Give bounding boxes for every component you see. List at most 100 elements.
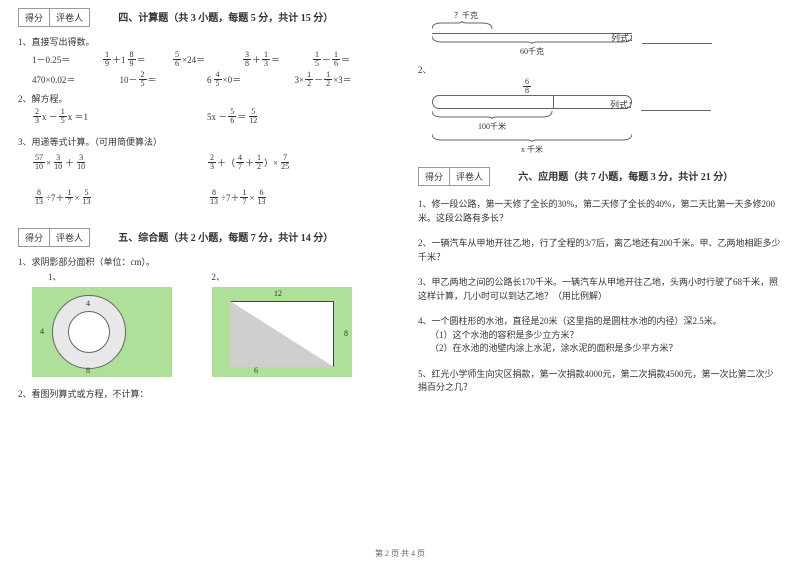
d: 13 (208, 198, 220, 206)
expr: 470×0.02＝ (32, 71, 120, 88)
formula-label: 列式： (611, 31, 712, 44)
d: 2 (255, 163, 263, 171)
d: 5 (59, 117, 67, 125)
sub1: 1、 (48, 270, 62, 283)
q5-2-label: 2、看图列算式或方程，不计算： (18, 387, 382, 400)
answer-blank[interactable] (641, 101, 711, 111)
w: 1 (121, 55, 126, 65)
app-q1: 1、修一段公路，第一天修了全长的30%，第二天修了全长的40%，第二天比第一天多… (418, 198, 782, 225)
q5-1-label: 1、求阴影部分面积（单位：cm）。 (18, 255, 382, 268)
o: ＋（ (217, 156, 235, 169)
p3b: 23 ＋（ 47 ＋ 12 ）× 725 (207, 154, 382, 171)
expr: 1－0.25＝ (32, 51, 102, 68)
figure-row: 4 4 8 12 8 6 (32, 287, 382, 377)
app-q5: 5、红光小学师生向灾区捐款，第一次捐款4000元，第二次捐款4500元，第一次比… (418, 368, 782, 395)
op: ×24＝ (182, 53, 205, 66)
expr: 19 ＋ 189 ＝ (102, 51, 172, 68)
op: － (314, 73, 323, 86)
o: × (46, 158, 51, 168)
d: 3 (262, 60, 270, 68)
score-label: 得分 (19, 9, 50, 26)
op: ＋ (252, 53, 261, 66)
dim-right: 8 (344, 329, 348, 338)
score-box: 得分 评卷人 (418, 167, 490, 186)
d: 5 (214, 80, 222, 88)
m: x － (42, 110, 58, 123)
sublabels: 1、 2、 (48, 270, 382, 283)
o: ÷7＋ (46, 191, 64, 204)
app-q4a: （1）这个水池的容积是多少立方米？ (430, 329, 782, 343)
t: ＝ (148, 73, 157, 86)
q5-2-num: 2、 (418, 63, 782, 76)
app-q4-stem: 4、一个圆柱形的水池，直径是20米（这里指的是圆柱水池的内径）深2.5米。 (418, 315, 782, 329)
o: × (74, 193, 79, 203)
p3a: 5710 × 310 ＋ 310 (32, 154, 207, 171)
calc-row-1: 1－0.25＝ 19 ＋ 189 ＝ 56 ×24＝ 38 ＋ 13 ＝ 15 … (32, 51, 382, 68)
t: ×3＝ (333, 73, 352, 86)
sub2: 2、 (212, 270, 226, 283)
expr: 3× 12 － 12 ×3＝ (295, 71, 383, 88)
w: 6 (207, 75, 212, 85)
d: 9 (128, 60, 136, 68)
score-box: 得分 评卷人 (18, 8, 90, 27)
brace-top-icon (432, 21, 632, 31)
d: 13 (81, 198, 93, 206)
d: 10 (52, 163, 64, 171)
recur-row-2: 813 ÷7＋ 17 × 513 813 ÷7＋ 17 × 613 (32, 189, 382, 206)
inner-circle (68, 311, 110, 353)
dim-bot: 6 (254, 366, 258, 375)
section4-title: 四、计算题（共 3 小题，每题 5 分，共计 15 分） (118, 9, 333, 24)
t: ＝ (137, 53, 146, 66)
op: ＋ (112, 53, 121, 66)
d: 7 (236, 163, 244, 171)
section6-header: 得分 评卷人 六、应用题（共 7 小题，每题 3 分，共计 21 分） (418, 167, 782, 190)
equation-row: 23 x － 15 x ＝1 5x － 56 ＝ 512 (32, 108, 382, 125)
expr: 15 － 16 ＝ (312, 51, 382, 68)
eq-b: 5x － 56 ＝ 512 (207, 108, 382, 125)
d: 9 (103, 60, 111, 68)
expr: 38 ＋ 13 ＝ (242, 51, 312, 68)
app-q3: 3、甲乙两地之间的公路长170千米。一辆汽车从甲地开往乙地，头两小时行驶了68千… (418, 276, 782, 303)
t: ＝ (341, 53, 350, 66)
grader-label: 评卷人 (450, 168, 489, 185)
d: 3 (208, 163, 216, 171)
brace-mid-icon (432, 109, 632, 119)
formula-label: 列式： (610, 98, 711, 111)
section5-title: 五、综合题（共 2 小题，每题 7 分，共计 14 分） (118, 229, 333, 244)
o: ÷7＋ (221, 191, 239, 204)
eq-a: 23 x － 15 x ＝1 (32, 108, 207, 125)
diag2-bottom-label: x 千米 (432, 144, 632, 155)
expr-text: 470×0.02＝ (32, 73, 75, 86)
o: × (249, 193, 254, 203)
d: 12 (247, 117, 259, 125)
figure-2-rect-tri: 12 8 6 (212, 287, 352, 377)
d: 7 (65, 198, 73, 206)
t: ＝ (271, 53, 280, 66)
grader-label: 评卷人 (50, 229, 89, 246)
l: 10－ (120, 73, 138, 86)
d: 3 (33, 117, 41, 125)
section5-header: 得分 评卷人 五、综合题（共 2 小题，每题 7 分，共计 14 分） (18, 228, 382, 251)
fl: 列式： (610, 100, 637, 110)
o: ＋ (245, 156, 254, 169)
p3d: 813 ÷7＋ 17 × 613 (207, 189, 382, 206)
q4-2-label: 2、解方程。 (18, 92, 382, 105)
diag2-top-frac: 68 (522, 78, 712, 95)
app-q4: 4、一个圆柱形的水池，直径是20米（这里指的是圆柱水池的内径）深2.5米。 （1… (418, 315, 782, 356)
segment-line: 列式： (432, 33, 632, 34)
right-column: ？千克 列式： 60千克 2、 68 列式： 100千米 x 千米 得分 评卷人… (400, 0, 800, 565)
t: x ＝1 (68, 110, 88, 123)
d: 6 (173, 60, 181, 68)
answer-blank[interactable] (642, 34, 712, 44)
expr: 645 ×0＝ (207, 71, 295, 88)
fl: 列式： (611, 33, 638, 43)
triangle-shaded (230, 301, 334, 367)
expr: 56 ×24＝ (172, 51, 242, 68)
recur-row-1: 5710 × 310 ＋ 310 23 ＋（ 47 ＋ 12 ）× 725 (32, 154, 382, 171)
diag2-mid-label: 100千米 (432, 121, 552, 132)
d: 25 (279, 163, 291, 171)
d: 8 (523, 87, 531, 95)
app-q4b: （2）在水池的池壁内涂上水泥，涂水泥的面积是多少平方米？ (430, 342, 782, 356)
d: 6 (228, 117, 236, 125)
d: 5 (313, 60, 321, 68)
